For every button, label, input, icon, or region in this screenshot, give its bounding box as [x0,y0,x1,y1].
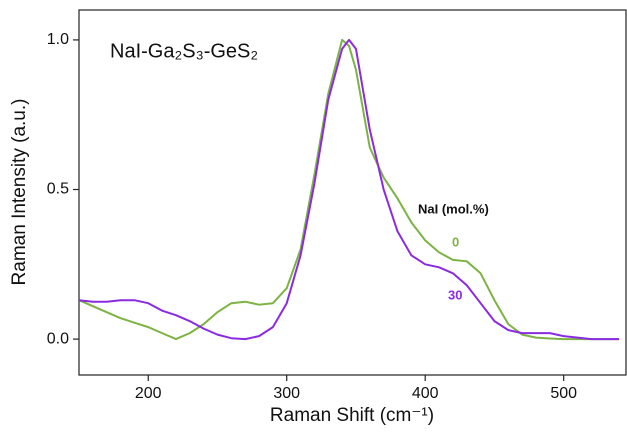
x-tick-label: 300 [273,385,300,402]
line-series [79,38,620,341]
plot-frame [78,9,627,376]
line-series [79,38,620,341]
y-axis-label: Raman Intensity (a.u.) [9,99,30,286]
y-tick-label: 0.5 [47,181,69,198]
x-tick-label: 400 [412,385,439,402]
legend-title: NaI (mol.%) [418,201,489,216]
annotation: NaI-Ga₂S₃-GeS₂ [110,40,258,62]
legend-label: 0 [452,234,459,249]
y-tick-label: 1.0 [47,31,69,48]
x-axis-label: Raman Shift (cm⁻¹) [270,405,434,426]
legend-label: 30 [448,287,462,302]
x-tick-label: 500 [550,385,577,402]
y-tick-label: 0.0 [47,330,69,347]
x-tick-label: 200 [135,385,162,402]
